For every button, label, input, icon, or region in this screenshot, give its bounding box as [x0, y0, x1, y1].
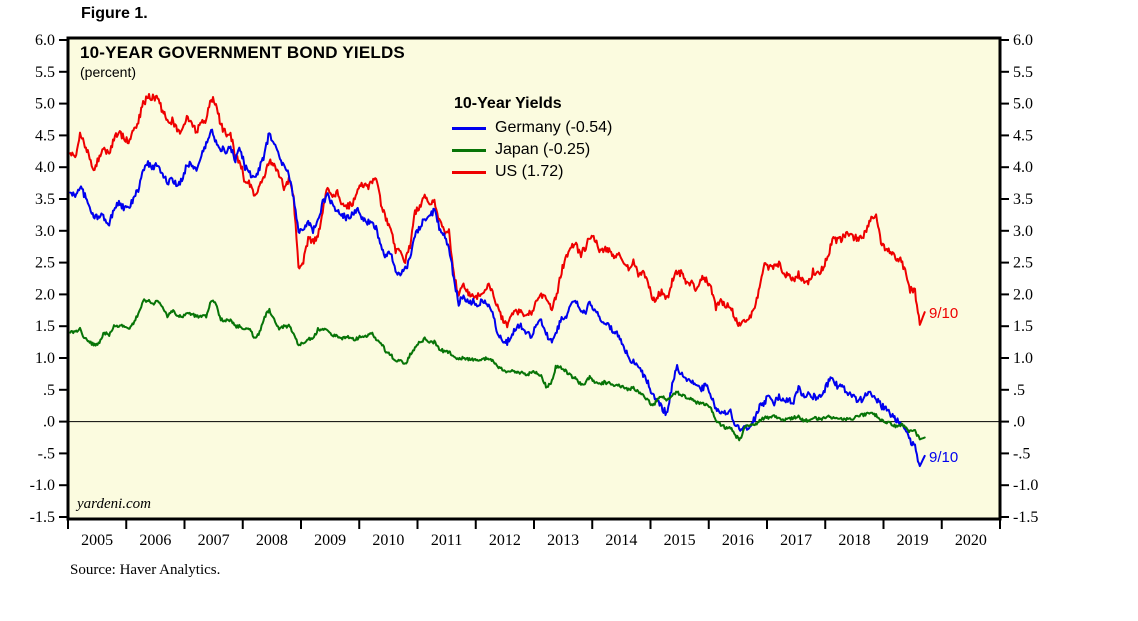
svg-text:2015: 2015	[664, 532, 696, 549]
source-note: Source: Haver Analytics.	[70, 562, 221, 578]
legend-label-us: US (1.72)	[495, 163, 564, 180]
svg-text:2011: 2011	[431, 532, 462, 549]
germany-line-swatch	[452, 126, 486, 130]
svg-text:2.0: 2.0	[1013, 286, 1033, 303]
figure-number-label: Figure 1.	[81, 5, 148, 22]
svg-text:4.0: 4.0	[35, 159, 55, 176]
svg-text:2016: 2016	[722, 532, 754, 549]
svg-text:2013: 2013	[547, 532, 579, 549]
svg-text:-.5: -.5	[38, 445, 55, 462]
svg-text:5.0: 5.0	[1013, 96, 1033, 113]
svg-text:-.5: -.5	[1013, 445, 1030, 462]
svg-text:1.5: 1.5	[1013, 318, 1033, 335]
legend-item-us: US (1.72)	[452, 161, 612, 183]
svg-text:1.5: 1.5	[35, 318, 55, 335]
us-line-swatch	[452, 170, 486, 174]
svg-text:1.0: 1.0	[35, 350, 55, 367]
legend-title: 10-Year Yields	[454, 95, 562, 112]
svg-text:3.0: 3.0	[1013, 223, 1033, 240]
svg-text:.5: .5	[43, 382, 55, 399]
germany-end-date-annotation: 9/10	[929, 449, 959, 466]
legend-item-japan: Japan (-0.25)	[452, 139, 612, 161]
svg-text:4.5: 4.5	[35, 127, 55, 144]
svg-text:3.0: 3.0	[35, 223, 55, 240]
svg-text:1.0: 1.0	[1013, 350, 1033, 367]
svg-text:6.0: 6.0	[1013, 32, 1033, 49]
svg-text:2009: 2009	[314, 532, 346, 549]
svg-text:.0: .0	[1013, 414, 1025, 431]
svg-text:2012: 2012	[489, 532, 521, 549]
svg-text:-1.0: -1.0	[30, 477, 55, 494]
japan-line-swatch	[452, 148, 486, 152]
svg-text:2010: 2010	[372, 532, 404, 549]
watermark-yardeni: yardeni.com	[77, 496, 152, 512]
svg-text:5.5: 5.5	[35, 64, 55, 81]
svg-text:2019: 2019	[897, 532, 929, 549]
svg-text:3.5: 3.5	[35, 191, 55, 208]
legend-item-germany: Germany (-0.54)	[452, 117, 612, 139]
legend-label-germany: Germany (-0.54)	[495, 119, 613, 136]
us-end-date-annotation: 9/10	[929, 305, 959, 322]
svg-text:5.5: 5.5	[1013, 64, 1033, 81]
svg-text:2005: 2005	[81, 532, 113, 549]
svg-text:2020: 2020	[955, 532, 987, 549]
legend-label-japan: Japan (-0.25)	[495, 141, 591, 158]
svg-text:2014: 2014	[605, 532, 637, 549]
svg-text:-1.5: -1.5	[1013, 509, 1038, 526]
svg-text:2017: 2017	[780, 532, 812, 549]
svg-text:-1.5: -1.5	[30, 509, 55, 526]
chart-title: 10-YEAR GOVERNMENT BOND YIELDS	[80, 43, 405, 62]
svg-text:4.0: 4.0	[1013, 159, 1033, 176]
svg-text:2.5: 2.5	[1013, 255, 1033, 272]
svg-text:6.0: 6.0	[35, 32, 55, 49]
svg-text:3.5: 3.5	[1013, 191, 1033, 208]
chart-legend: 10-Year Yields Germany (-0.54) Japan (-0…	[452, 95, 612, 183]
svg-text:.5: .5	[1013, 382, 1025, 399]
svg-text:2.0: 2.0	[35, 286, 55, 303]
svg-text:5.0: 5.0	[35, 96, 55, 113]
svg-text:2.5: 2.5	[35, 255, 55, 272]
svg-text:.0: .0	[43, 414, 55, 431]
svg-text:4.5: 4.5	[1013, 127, 1033, 144]
svg-text:2018: 2018	[838, 532, 870, 549]
svg-text:-1.0: -1.0	[1013, 477, 1038, 494]
svg-text:2007: 2007	[198, 532, 230, 549]
svg-text:2008: 2008	[256, 532, 288, 549]
chart-subtitle: (percent)	[80, 64, 137, 80]
svg-text:2006: 2006	[139, 532, 171, 549]
